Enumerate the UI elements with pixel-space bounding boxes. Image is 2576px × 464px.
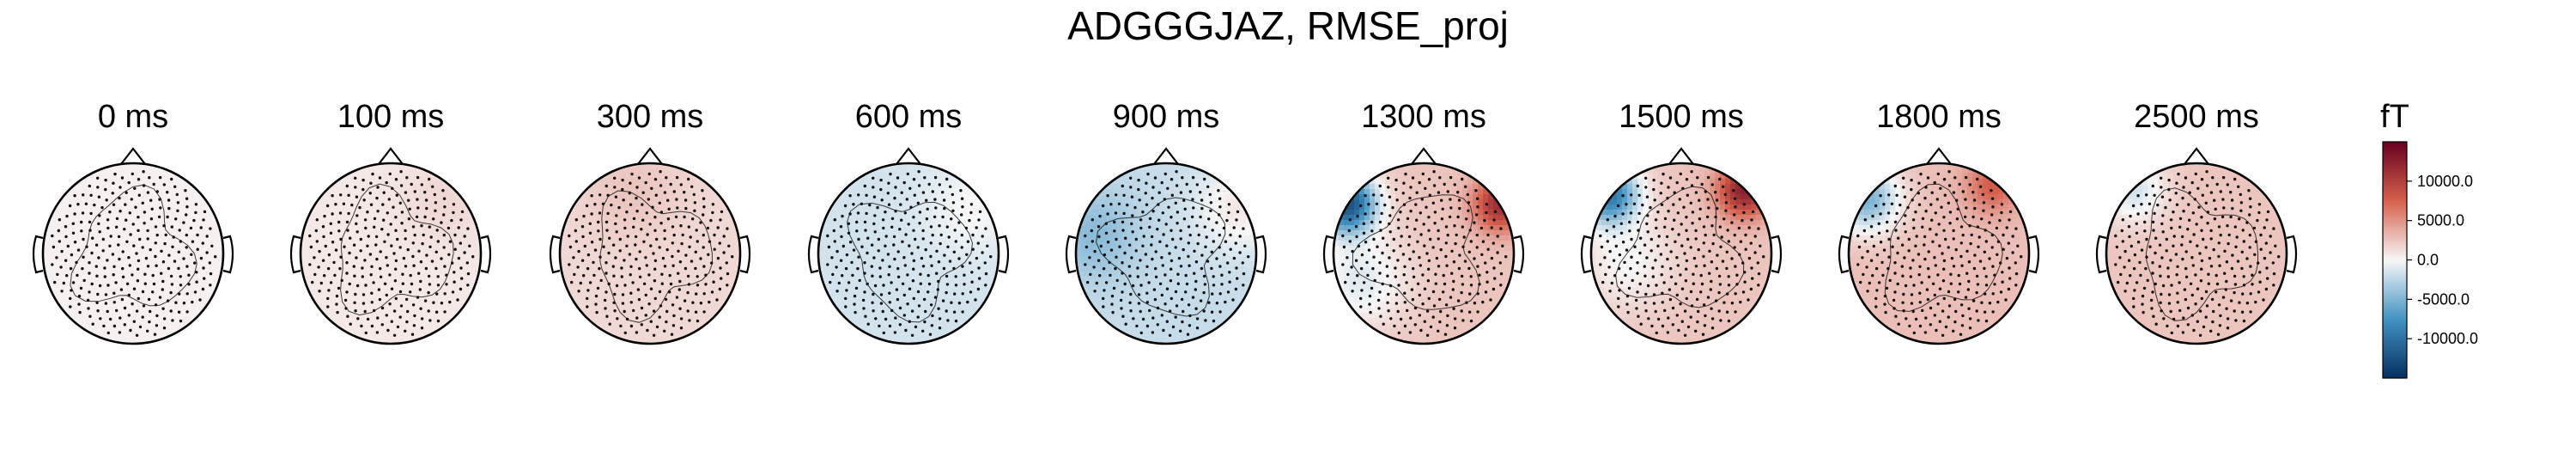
sensor-markers [568, 170, 734, 337]
panel-time-label: 900 ms [1113, 99, 1220, 135]
panel-time-label: 1300 ms [1361, 99, 1486, 135]
colorbar-tick-label: -5000.0 [2417, 290, 2470, 308]
right-ear-outline [2286, 235, 2298, 274]
sensor-markers [308, 170, 475, 337]
colorbar-tick-label: 0.0 [2417, 252, 2439, 269]
colorbar-tick-label: -10000.0 [2417, 330, 2478, 347]
panel-time-label: 2500 ms [2134, 99, 2259, 135]
nose-outline [896, 147, 921, 165]
panel-time-label: 300 ms [597, 99, 704, 135]
panel-time-label: 1500 ms [1619, 99, 1744, 135]
panel-time-label: 1800 ms [1876, 99, 2002, 135]
colorbar-tick-label: 10000.0 [2417, 173, 2473, 190]
head-outline [558, 162, 742, 345]
topomap-panel: 100 ms [289, 99, 492, 345]
colorbar-unit-label: fT [2380, 99, 2409, 135]
right-ear-outline [2028, 235, 2040, 274]
nose-outline [1926, 147, 1952, 165]
left-ear-outline [1322, 235, 1334, 274]
contour-line [340, 183, 454, 316]
nose-outline [637, 147, 663, 165]
sensor-markers [826, 170, 993, 337]
colorbar-tick-label: 5000.0 [2417, 212, 2464, 229]
sensor-markers [1599, 170, 1765, 337]
head-outline [1074, 162, 1258, 345]
topomap-panel: 0 ms [32, 99, 234, 345]
head-outline [299, 162, 483, 345]
panel-time-label: 0 ms [98, 99, 168, 135]
panel-time-label: 600 ms [855, 99, 963, 135]
contour-line [1096, 197, 1226, 317]
topomap-panel: 1500 ms [1580, 99, 1783, 345]
topomap-panels: 0 ms 100 ms 300 ms 600 ms 900 ms 1300 ms 1500 … [32, 99, 2298, 345]
head-outline [817, 162, 1000, 345]
topomap-panel: 300 ms [549, 99, 751, 345]
right-ear-outline [1255, 235, 1267, 274]
nose-outline [1153, 147, 1179, 165]
colorbar: fT 10000.0 5000.0 0.0 -5000.0 -10000.0 [2380, 99, 2478, 379]
contour-line [1884, 183, 2003, 312]
figure-title: ADGGGJAZ, RMSE_proj [1067, 3, 1509, 48]
topomap-panel: 2500 ms [2095, 99, 2298, 345]
right-ear-outline [222, 235, 234, 274]
colorbar-scale [2382, 141, 2408, 379]
left-ear-outline [549, 235, 561, 274]
left-ear-outline [1065, 235, 1077, 274]
left-ear-outline [807, 235, 819, 274]
sensor-markers [1341, 170, 1508, 337]
left-ear-outline [2095, 235, 2107, 274]
contour-line [1352, 194, 1480, 310]
sensor-markers [2114, 170, 2281, 337]
topomap-panel: 600 ms [807, 99, 1010, 345]
nose-outline [120, 147, 146, 165]
topomap-panel: 1300 ms [1322, 99, 1525, 345]
head-outline [1589, 162, 1773, 345]
panel-time-label: 100 ms [337, 99, 445, 135]
nose-outline [1411, 147, 1437, 165]
nose-outline [2184, 147, 2209, 165]
head-outline [41, 162, 225, 345]
right-ear-outline [1771, 235, 1783, 274]
left-ear-outline [32, 235, 44, 274]
head-outline [2105, 162, 2288, 345]
head-outline [1332, 162, 1516, 345]
right-ear-outline [1513, 235, 1525, 274]
sensor-markers [51, 170, 217, 337]
sensor-markers [1856, 170, 2023, 337]
contour-line [599, 190, 714, 323]
contour-line [2145, 187, 2258, 321]
right-ear-outline [480, 235, 492, 274]
right-ear-outline [739, 235, 751, 274]
contour-line [70, 184, 197, 307]
left-ear-outline [1580, 235, 1592, 274]
nose-outline [378, 147, 404, 165]
left-ear-outline [289, 235, 301, 274]
sensor-markers [1084, 170, 1250, 337]
contour-line [1615, 186, 1745, 308]
nose-outline [1668, 147, 1694, 165]
head-outline [1847, 162, 2031, 345]
topomap-panel: 1800 ms [1838, 99, 2040, 345]
topomap-panel: 900 ms [1065, 99, 1267, 345]
left-ear-outline [1838, 235, 1850, 274]
contour-line [847, 201, 974, 323]
right-ear-outline [998, 235, 1010, 274]
